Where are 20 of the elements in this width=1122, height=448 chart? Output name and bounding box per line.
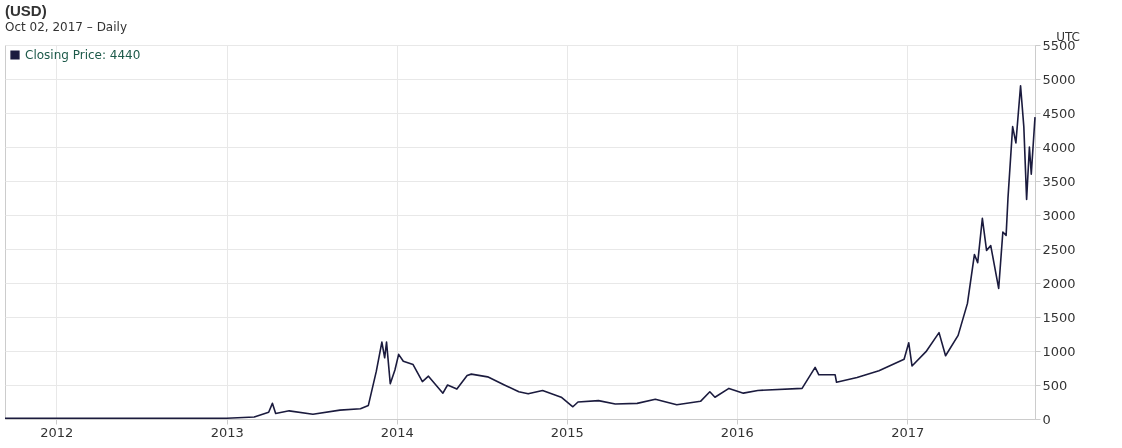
chart-title: (USD)	[5, 2, 47, 19]
y-tick-label: 1500	[1042, 309, 1076, 325]
y-tick-label: 4500	[1042, 105, 1076, 121]
legend-label: Closing Price: 4440	[25, 48, 141, 62]
y-tick-label: 1000	[1042, 343, 1076, 359]
x-tick-label: 2016	[720, 424, 754, 440]
y-tick-label: 2500	[1042, 241, 1076, 257]
x-tick-label: 2015	[550, 424, 584, 440]
y-tick-label: 500	[1042, 377, 1068, 393]
y-tick-label: 4000	[1042, 139, 1076, 155]
y-tick-label: 0	[1042, 411, 1051, 427]
x-tick-label: 2017	[891, 424, 925, 440]
y-tick-label: 2000	[1042, 275, 1076, 291]
x-tick-label: 2013	[210, 424, 244, 440]
y-tick-label: 3000	[1042, 207, 1076, 223]
x-tick-label: 2014	[380, 424, 414, 440]
chart-subtitle: Oct 02, 2017 – Daily	[5, 20, 127, 34]
x-tick-label: 2012	[40, 424, 74, 440]
y-tick-label: 3500	[1042, 173, 1076, 189]
y-tick-label: 5000	[1042, 71, 1076, 87]
